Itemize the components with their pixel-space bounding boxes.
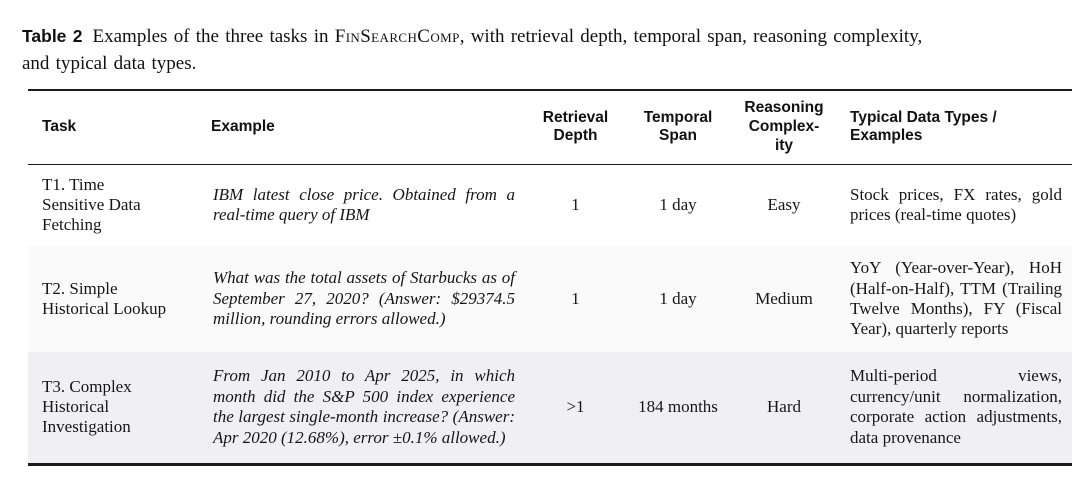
cell-data-types: Stock prices, FX rates, gold prices (rea… bbox=[850, 184, 1062, 225]
table-caption-line2: and typical data types. bbox=[22, 52, 197, 74]
cell-task: T2. Simple Historical Lookup bbox=[42, 278, 167, 318]
cell-task: T1. Time Sensitive Data Fetching bbox=[42, 174, 141, 235]
table-caption: Table 2 Examples of the three tasks in Fi… bbox=[22, 24, 1062, 77]
table-caption-label: Table 2 bbox=[22, 26, 83, 46]
cell-reasoning-complexity: Hard bbox=[767, 397, 801, 417]
cell-retrieval-depth: 1 bbox=[571, 195, 580, 215]
cell-example: From Jan 2010 to Apr 2025, in which mont… bbox=[213, 366, 515, 447]
table-row-t1: T1. Time Sensitive Data Fetching IBM lat… bbox=[28, 164, 1072, 246]
tasks-table: Task Example Retrieval Depth Temporal Sp… bbox=[28, 89, 1072, 466]
cell-retrieval-depth: 1 bbox=[571, 288, 580, 308]
benchmark-name: FinSearchComp bbox=[334, 26, 460, 47]
cell-reasoning-complexity: Easy bbox=[767, 195, 801, 215]
col-header-retrieval-depth: Retrieval Depth bbox=[523, 90, 628, 165]
table-row-t2: T2. Simple Historical Lookup What was th… bbox=[28, 246, 1072, 352]
cell-retrieval-depth: >1 bbox=[566, 397, 585, 417]
cell-temporal-span: 1 day bbox=[659, 288, 697, 308]
cell-temporal-span: 1 day bbox=[659, 195, 697, 215]
cell-example: What was the total assets of Starbucks a… bbox=[213, 268, 515, 329]
col-header-example: Example bbox=[205, 90, 523, 165]
table-caption-text: Examples of the three tasks in bbox=[92, 26, 335, 47]
col-header-task: Task bbox=[28, 90, 205, 165]
cell-temporal-span: 184 months bbox=[638, 397, 718, 417]
cell-data-types: Multi-period views, currency/unit normal… bbox=[850, 366, 1062, 447]
col-header-temporal-span: Temporal Span bbox=[628, 90, 728, 165]
table-caption-text-cont: , with retrieval depth, temporal span, r… bbox=[459, 26, 923, 47]
cell-example: IBM latest close price. Obtained from a … bbox=[213, 184, 515, 225]
col-header-reasoning-complexity: Reasoning Complex- ity bbox=[728, 90, 840, 165]
header-row: Task Example Retrieval Depth Temporal Sp… bbox=[28, 90, 1072, 165]
col-header-data-types: Typical Data Types / Examples bbox=[840, 90, 1072, 165]
cell-data-types: YoY (Year-over-Year), HoH (Half-on-Half)… bbox=[850, 258, 1062, 339]
cell-task: T3. Complex Historical Investigation bbox=[42, 376, 132, 437]
cell-reasoning-complexity: Medium bbox=[755, 288, 813, 308]
table-row-t3: T3. Complex Historical Investigation Fro… bbox=[28, 352, 1072, 464]
